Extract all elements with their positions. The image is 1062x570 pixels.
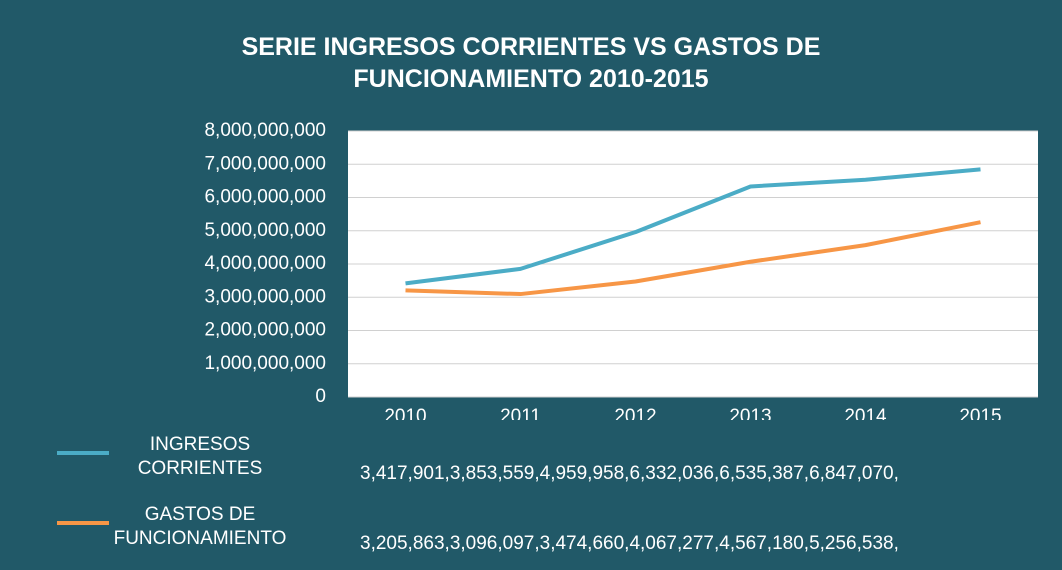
y-tick-label: 4,000,000,000 bbox=[204, 253, 326, 274]
series-line bbox=[405, 220, 981, 297]
table-value: 6,847,070, bbox=[809, 463, 899, 484]
table-row: INGRESOS CORRIENTES 3,417,901,3,853,559,4… bbox=[0, 433, 1062, 493]
legend-swatch bbox=[57, 521, 109, 525]
table-value: 3,853,559, bbox=[449, 463, 540, 484]
y-tick-label: 2,000,000,000 bbox=[204, 320, 326, 341]
table-value: 5,256,538, bbox=[809, 533, 899, 554]
plot: SERIE INGRESOS CORRIENTES VS GASTOS DE FU… bbox=[204, 33, 1038, 420]
x-tick-label: 2010 bbox=[384, 406, 426, 420]
table-value: 6,535,387, bbox=[719, 463, 810, 484]
table-values: 3,417,901,3,853,559,4,959,958,6,332,036,… bbox=[360, 463, 899, 485]
y-tick-label: 7,000,000,000 bbox=[204, 153, 326, 174]
x-tick-label: 2012 bbox=[614, 406, 656, 420]
y-tick-label: 1,000,000,000 bbox=[204, 353, 326, 374]
legend-label: INGRESOS CORRIENTES bbox=[137, 434, 263, 479]
x-tick-label: 2011 bbox=[500, 406, 541, 420]
table-value: 4,959,958, bbox=[539, 463, 630, 484]
y-tick-label: 0 bbox=[315, 386, 326, 407]
table-value: 3,474,660, bbox=[539, 533, 630, 554]
table-value: 4,567,180, bbox=[719, 533, 810, 554]
x-tick-label: 2014 bbox=[844, 406, 887, 420]
y-tick-label: 5,000,000,000 bbox=[204, 220, 326, 241]
table-value: 4,067,277, bbox=[629, 533, 720, 554]
x-tick-label: 2013 bbox=[729, 406, 771, 420]
table-value: 3,096,097, bbox=[449, 533, 540, 554]
table-value: 3,417,901, bbox=[360, 463, 450, 484]
table-value: 6,332,036, bbox=[629, 463, 720, 484]
legend-label: GASTOS DE FUNCIONAMIENTO bbox=[113, 504, 287, 549]
series-line bbox=[405, 167, 981, 286]
y-tick-label: 3,000,000,000 bbox=[204, 286, 326, 307]
table-value: 3,205,863, bbox=[360, 533, 450, 554]
chart-title: SERIE INGRESOS CORRIENTES VS GASTOS DE FU… bbox=[242, 33, 821, 93]
x-tick-label: 2015 bbox=[959, 406, 1001, 420]
y-tick-label: 8,000,000,000 bbox=[204, 120, 326, 141]
legend-swatch bbox=[57, 451, 109, 455]
y-tick-label: 6,000,000,000 bbox=[204, 187, 326, 208]
table-values: 3,205,863,3,096,097,3,474,660,4,067,277,… bbox=[360, 533, 899, 555]
table-row: GASTOS DE FUNCIONAMIENTO 3,205,863,3,096,… bbox=[0, 503, 1062, 563]
